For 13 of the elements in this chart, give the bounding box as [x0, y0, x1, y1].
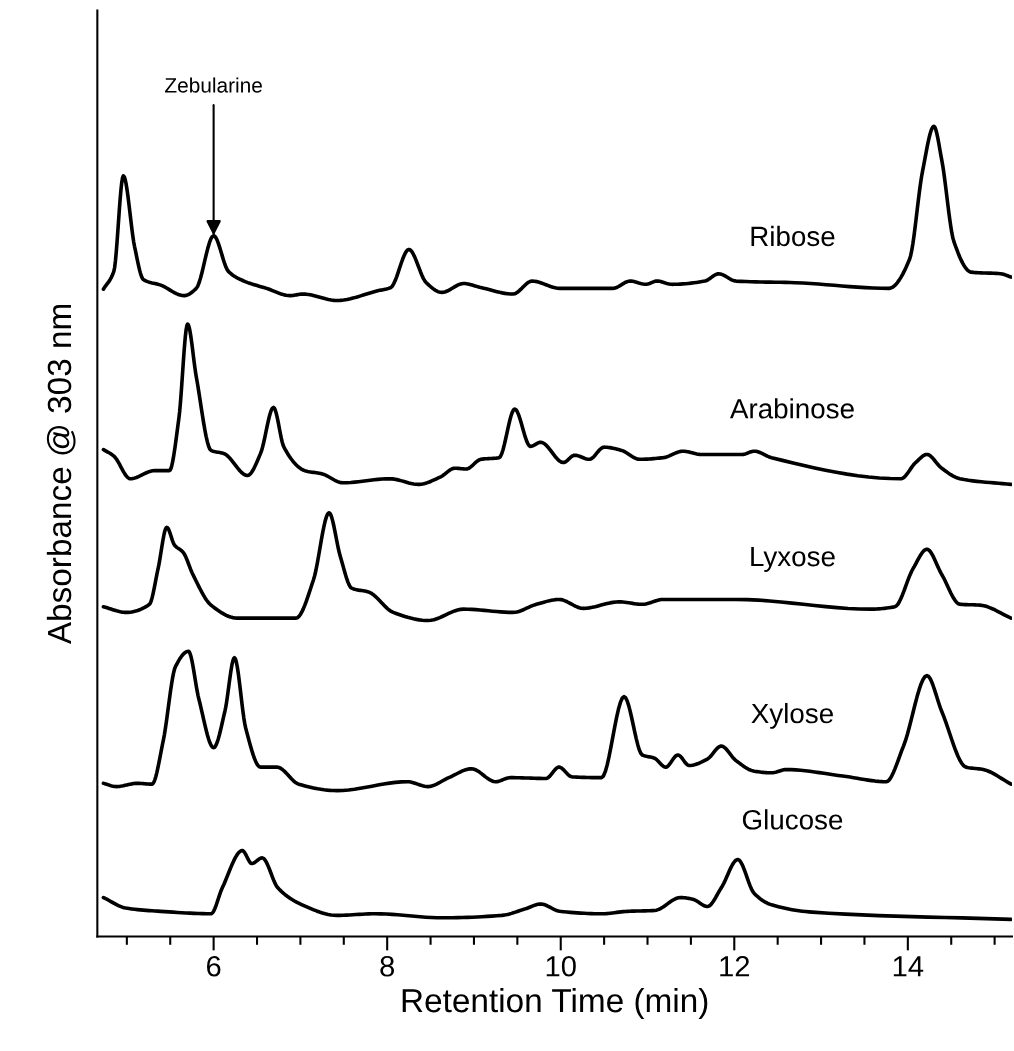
x-tick-label: 8 [380, 955, 395, 977]
x-tick-label: 12 [720, 955, 750, 977]
series-label: Lyxose [751, 547, 835, 572]
x-tick-label: 14 [893, 956, 924, 977]
series-label: Arabinose [729, 398, 854, 419]
series-label: Ribose [751, 225, 835, 247]
x-tick-label: 6 [207, 955, 221, 977]
y-axis-title: Absorbance @ 303 nm [46, 304, 76, 645]
series-label: Glucose [742, 809, 843, 830]
series-label: Xylose [751, 702, 833, 729]
annotation: Zebularine [165, 77, 262, 93]
x-tick-label: 10 [546, 955, 576, 977]
x-axis-title: Retention Time (min) [402, 987, 708, 1019]
